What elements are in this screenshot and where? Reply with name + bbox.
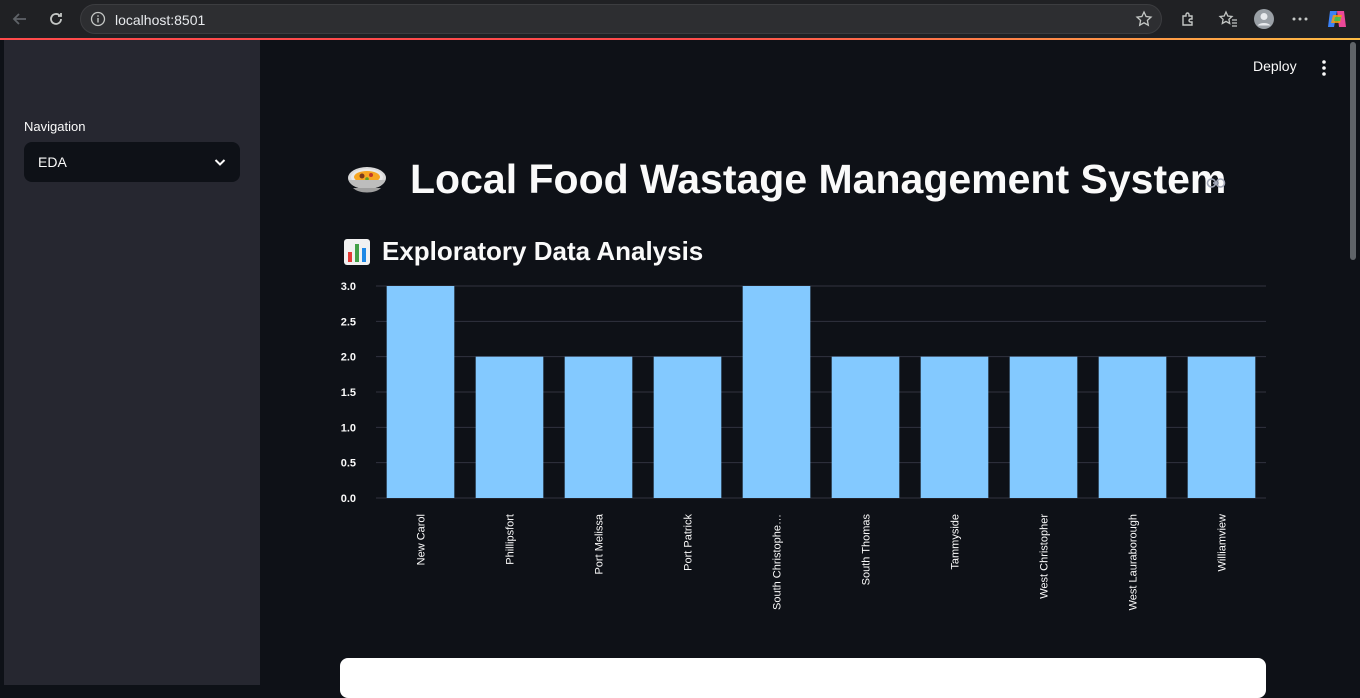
scrollbar-thumb[interactable]	[1350, 42, 1356, 260]
page-title: Local Food Wastage Management System	[410, 156, 1227, 202]
y-tick-label: 2.0	[341, 352, 356, 364]
y-tick-label: 0.0	[341, 493, 356, 505]
y-tick-label: 2.5	[341, 316, 356, 328]
bar[interactable]	[564, 356, 633, 498]
app-status-bar	[0, 38, 1360, 40]
x-tick-label: South Christophe…	[772, 514, 784, 610]
main-content: Deploy Local Food Wastage Management Sys…	[260, 40, 1348, 698]
url-text: localhost:8501	[115, 12, 206, 28]
content-card	[340, 658, 1266, 698]
x-tick-label: West Lauraborough	[1128, 514, 1140, 610]
y-tick-label: 1.5	[341, 387, 356, 399]
section-title: Exploratory Data Analysis	[382, 236, 704, 266]
extensions-icon[interactable]	[1176, 7, 1200, 31]
chevron-down-icon	[214, 159, 226, 166]
sidebar: Navigation EDA	[4, 40, 260, 685]
x-tick-label: Port Patrick	[683, 514, 695, 571]
bar-chart-icon	[344, 239, 370, 265]
reload-icon[interactable]	[44, 7, 68, 31]
y-tick-label: 0.5	[341, 458, 356, 470]
deploy-button[interactable]: Deploy	[1253, 58, 1297, 74]
bar[interactable]	[742, 286, 811, 498]
bar[interactable]	[1098, 356, 1167, 498]
y-tick-label: 3.0	[341, 281, 356, 293]
bar[interactable]	[475, 356, 544, 498]
back-icon[interactable]	[8, 7, 32, 31]
bar[interactable]	[831, 356, 900, 498]
address-bar[interactable]: localhost:8501	[80, 4, 1162, 34]
profile-avatar-icon[interactable]	[1252, 7, 1276, 31]
bar-chart: 0.0 0.5 1.0 1.5 2.0 2.5 3.0 New Carol Phillipsfo…	[341, 281, 1266, 610]
x-tick-label: Tammyside	[950, 514, 962, 570]
favorites-icon[interactable]	[1216, 7, 1240, 31]
bar[interactable]	[653, 356, 722, 498]
browser-toolbar: localhost:8501	[0, 0, 1360, 38]
bar[interactable]	[920, 356, 989, 498]
navigation-select-value: EDA	[38, 154, 67, 170]
bar[interactable]	[1009, 356, 1078, 498]
x-tick-label: Port Melissa	[594, 513, 606, 574]
site-info-icon[interactable]	[90, 11, 106, 27]
anchor-link-icon[interactable]	[1206, 176, 1226, 190]
navigation-select[interactable]: EDA	[24, 142, 240, 182]
bar[interactable]	[386, 286, 455, 498]
more-options-icon[interactable]	[1288, 7, 1312, 31]
x-tick-label: Williamview	[1217, 514, 1229, 572]
bar[interactable]	[1187, 356, 1256, 498]
x-tick-label: South Thomas	[861, 514, 873, 586]
bookmark-star-icon[interactable]	[1135, 10, 1153, 28]
scrollbar[interactable]	[1348, 40, 1360, 685]
food-bowl-icon	[348, 167, 386, 193]
x-tick-label: West Christopher	[1039, 514, 1051, 599]
x-tick-label: New Carol	[416, 514, 428, 565]
y-tick-label: 1.0	[341, 422, 356, 434]
main-menu-icon[interactable]	[1314, 58, 1334, 78]
navigation-label: Navigation	[24, 119, 86, 134]
copilot-icon[interactable]	[1325, 7, 1349, 31]
x-tick-label: Phillipsfort	[505, 514, 517, 565]
